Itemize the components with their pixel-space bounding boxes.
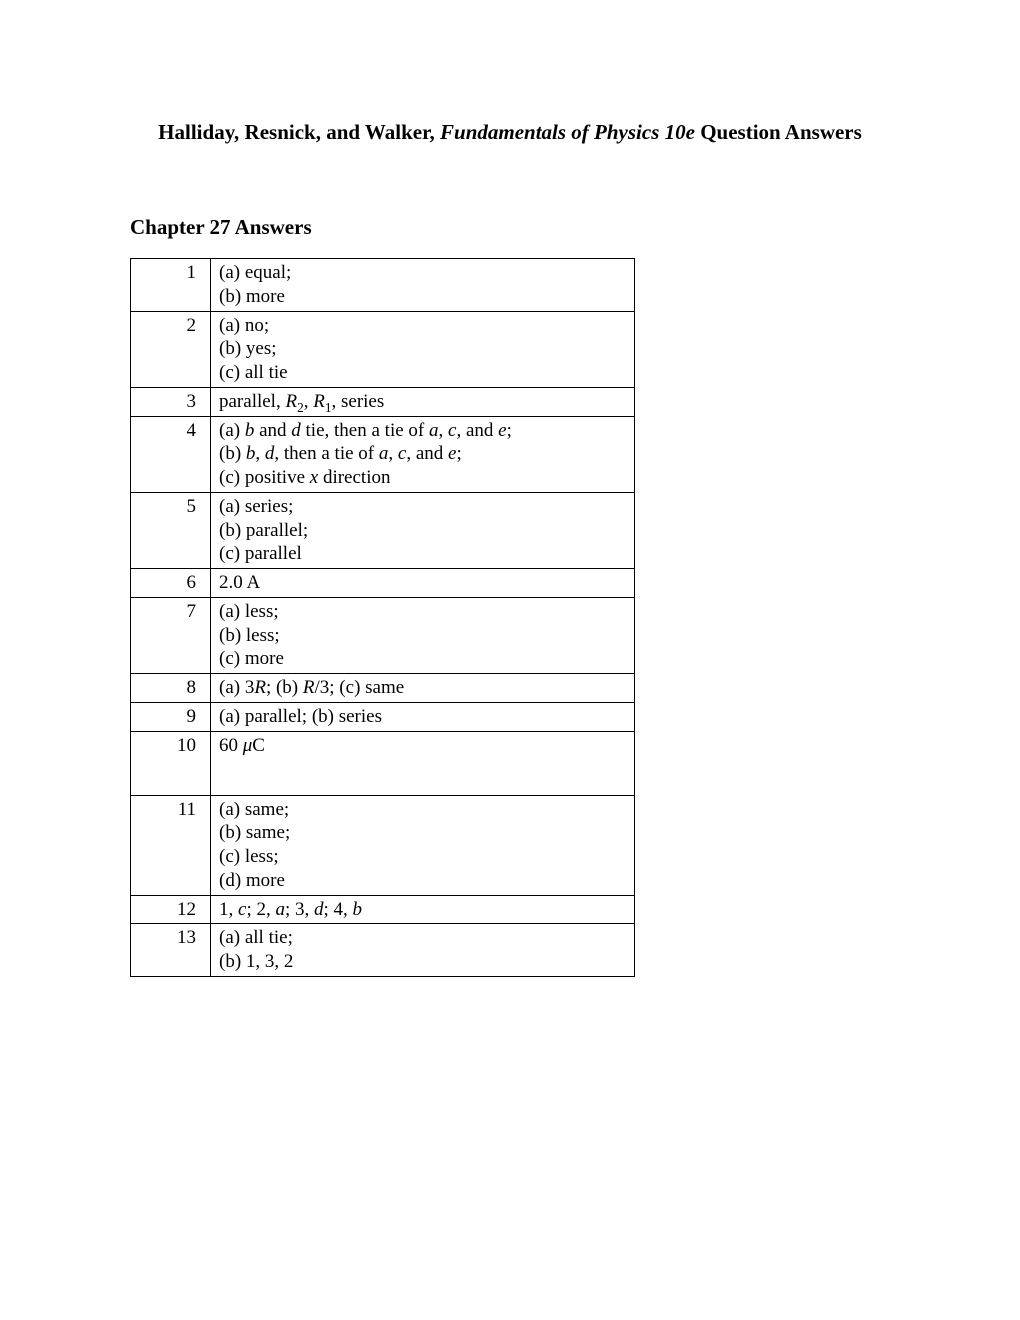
answer-cell: (a) less;(b) less;(c) more <box>211 597 635 673</box>
table-row: 4(a) b and d tie, then a tie of a, c, an… <box>131 416 635 492</box>
question-number: 5 <box>131 492 211 568</box>
answer-cell: (a) no;(b) yes;(c) all tie <box>211 311 635 387</box>
table-row: 3parallel, R2, R1, series <box>131 387 635 416</box>
table-row: 2(a) no;(b) yes;(c) all tie <box>131 311 635 387</box>
page-title: Halliday, Resnick, and Walker, Fundament… <box>130 120 890 145</box>
question-number: 6 <box>131 569 211 598</box>
answer-cell: (a) 3R; (b) R/3; (c) same <box>211 674 635 703</box>
chapter-heading: Chapter 27 Answers <box>130 215 890 240</box>
title-suffix: Question Answers <box>695 120 862 144</box>
table-row: 62.0 A <box>131 569 635 598</box>
answer-cell: (a) series;(b) parallel;(c) parallel <box>211 492 635 568</box>
table-row: 1(a) equal;(b) more <box>131 259 635 312</box>
question-number: 13 <box>131 924 211 977</box>
answer-cell: (a) parallel; (b) series <box>211 702 635 731</box>
table-row: 1060 μC <box>131 731 635 795</box>
question-number: 11 <box>131 795 211 895</box>
table-row: 13(a) all tie;(b) 1, 3, 2 <box>131 924 635 977</box>
table-row: 9(a) parallel; (b) series <box>131 702 635 731</box>
title-book: Fundamentals of Physics 10e <box>440 120 695 144</box>
question-number: 3 <box>131 387 211 416</box>
question-number: 1 <box>131 259 211 312</box>
question-number: 10 <box>131 731 211 795</box>
question-number: 8 <box>131 674 211 703</box>
question-number: 9 <box>131 702 211 731</box>
question-number: 4 <box>131 416 211 492</box>
question-number: 7 <box>131 597 211 673</box>
table-row: 11(a) same;(b) same;(c) less;(d) more <box>131 795 635 895</box>
answer-cell: 60 μC <box>211 731 635 795</box>
answer-cell: 2.0 A <box>211 569 635 598</box>
question-number: 2 <box>131 311 211 387</box>
table-row: 7(a) less;(b) less;(c) more <box>131 597 635 673</box>
title-authors: Halliday, Resnick, and Walker, <box>158 120 440 144</box>
answer-cell: (a) all tie;(b) 1, 3, 2 <box>211 924 635 977</box>
answer-cell: (a) b and d tie, then a tie of a, c, and… <box>211 416 635 492</box>
table-row: 5(a) series;(b) parallel;(c) parallel <box>131 492 635 568</box>
table-row: 8(a) 3R; (b) R/3; (c) same <box>131 674 635 703</box>
answer-cell: (a) same;(b) same;(c) less;(d) more <box>211 795 635 895</box>
table-row: 121, c; 2, a; 3, d; 4, b <box>131 895 635 924</box>
answers-table: 1(a) equal;(b) more2(a) no;(b) yes;(c) a… <box>130 258 635 977</box>
answer-cell: 1, c; 2, a; 3, d; 4, b <box>211 895 635 924</box>
question-number: 12 <box>131 895 211 924</box>
answer-cell: parallel, R2, R1, series <box>211 387 635 416</box>
answer-cell: (a) equal;(b) more <box>211 259 635 312</box>
